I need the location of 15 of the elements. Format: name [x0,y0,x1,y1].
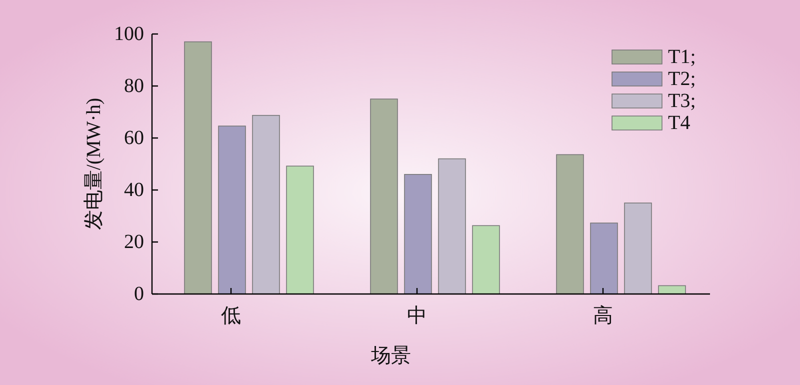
x-tick-label: 中 [407,305,427,327]
legend-label: T3; [668,90,696,112]
y-tick-label: 20 [124,231,144,253]
y-axis-title: 发电量/(MW·h) [83,98,105,230]
legend-label: T2; [668,68,696,90]
legend-label: T4 [668,112,690,134]
y-tick-label: 80 [124,75,144,97]
x-tick-label: 低 [221,305,241,327]
x-axis-title: 场景 [370,345,411,367]
y-tick-label: 0 [134,283,144,305]
y-tick-label: 100 [114,23,144,45]
legend-label: T1; [668,46,696,68]
y-tick-label: 60 [124,127,144,149]
x-tick-label: 高 [593,304,613,327]
y-tick-label: 40 [124,179,144,201]
